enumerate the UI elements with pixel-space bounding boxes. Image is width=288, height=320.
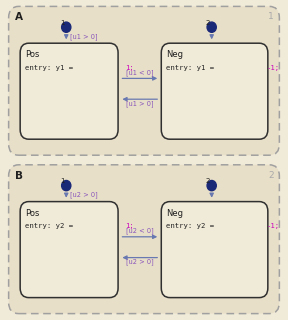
Circle shape <box>207 180 216 191</box>
Text: [u1 < 0]: [u1 < 0] <box>126 69 154 76</box>
FancyBboxPatch shape <box>20 202 118 298</box>
Text: -1;: -1; <box>267 65 280 71</box>
Text: 2: 2 <box>268 171 274 180</box>
Text: Pos: Pos <box>25 50 40 59</box>
Text: 1: 1 <box>60 178 65 184</box>
Text: entry: y2 =: entry: y2 = <box>166 223 219 229</box>
FancyBboxPatch shape <box>161 202 268 298</box>
Text: B: B <box>15 171 23 180</box>
FancyBboxPatch shape <box>9 165 279 314</box>
Text: 1;: 1; <box>126 223 134 229</box>
Text: entry: y1 =: entry: y1 = <box>25 65 78 71</box>
Text: 2: 2 <box>206 20 210 26</box>
Circle shape <box>62 22 71 32</box>
Text: [u2 < 0]: [u2 < 0] <box>126 228 154 234</box>
FancyBboxPatch shape <box>9 6 279 155</box>
Text: Neg: Neg <box>166 209 183 218</box>
Text: [u2 > 0]: [u2 > 0] <box>126 258 154 265</box>
Circle shape <box>62 180 71 191</box>
FancyBboxPatch shape <box>20 43 118 139</box>
Text: 1: 1 <box>60 20 65 26</box>
Text: Pos: Pos <box>25 209 40 218</box>
Text: Neg: Neg <box>166 50 183 59</box>
Circle shape <box>207 22 216 32</box>
Text: [u1 > 0]: [u1 > 0] <box>126 100 154 107</box>
Text: -1;: -1; <box>267 223 280 229</box>
Text: 1;: 1; <box>126 65 134 71</box>
FancyBboxPatch shape <box>161 43 268 139</box>
Text: A: A <box>15 12 23 22</box>
Text: [u1 > 0]: [u1 > 0] <box>70 33 97 40</box>
Text: 2: 2 <box>206 178 210 184</box>
Text: entry: y2 =: entry: y2 = <box>25 223 78 229</box>
Text: 1: 1 <box>268 12 274 21</box>
Text: entry: y1 =: entry: y1 = <box>166 65 219 71</box>
Text: [u2 > 0]: [u2 > 0] <box>70 191 97 198</box>
